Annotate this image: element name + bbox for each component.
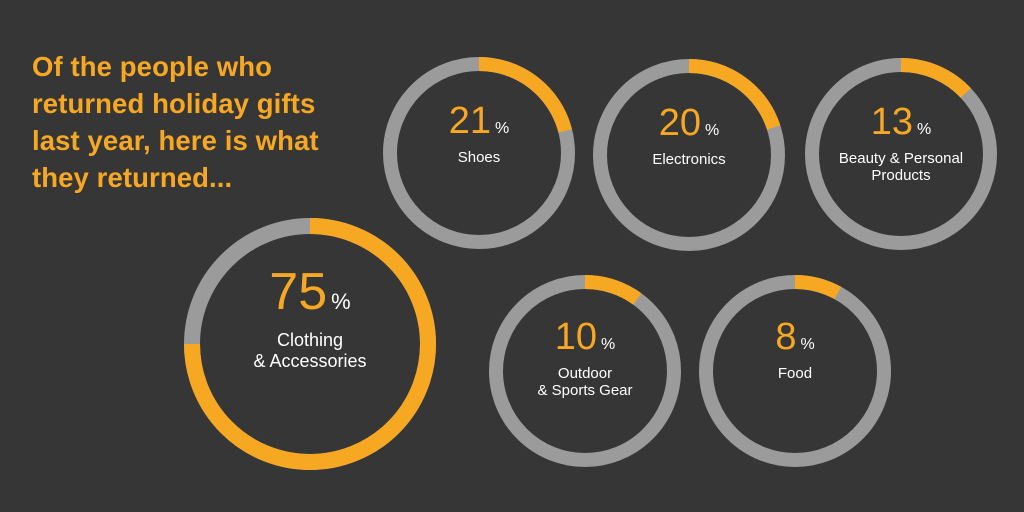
category-label: Electronics [652,151,726,168]
headline: Of the people who returned holiday gifts… [32,48,372,196]
headline-line: last year, here is what [32,125,319,156]
donut-label: 10% Outdoor & Sports Gear [537,316,633,400]
donut-label: 75% Clothing & Accessories [253,265,366,371]
percent-sign: % [800,336,815,354]
category-label: Products [871,167,931,185]
donut-value-arc [184,218,436,470]
category-label: Beauty & Personal [838,150,964,167]
category-label: Food [777,365,813,382]
category-label: & Sports Gear [537,382,633,400]
percent-value: 20 [658,102,702,145]
category-label: Clothing [276,329,344,350]
category-label: & Accessories [253,350,367,371]
category-label: Outdoor [557,365,613,382]
percent-value: 21 [448,100,492,143]
donut-ring [489,275,681,467]
headline-line: Of the people who [32,51,273,82]
donut-label: 8% Food [775,316,815,382]
donut-ring [383,57,575,249]
donut-value-arc [688,59,781,130]
donut-label: 13% Beauty & Personal Products [838,101,964,185]
headline-line: returned holiday gifts [32,88,316,119]
percent-value: 13 [870,101,914,144]
percent-value: 8 [775,316,797,359]
percent-sign: % [331,289,351,315]
percent-label: 75% [253,265,366,330]
percent-label: 10% [537,316,632,365]
donut-label: 21% Shoes [448,100,510,166]
donut-label: 20% Electronics [652,102,726,168]
donut-value-arc [584,275,642,305]
percent-label: 21% [448,100,510,149]
percent-sign: % [917,121,932,139]
headline-line: they returned... [32,162,233,193]
percent-value: 75 [269,263,328,322]
percent-sign: % [601,336,616,354]
donut-ring [805,58,997,250]
percent-label: 13% [839,101,963,150]
percent-label: 8% [775,316,815,365]
percent-label: 20% [652,102,725,151]
donut-value-arc [900,58,971,99]
donut-value-arc [478,57,572,133]
donut-ring [593,59,785,251]
donut-ring [699,275,891,467]
category-label: Shoes [457,149,501,166]
donut-value-arc [794,275,842,300]
percent-value: 10 [554,316,598,359]
donut-ring [184,218,436,470]
percent-sign: % [705,122,720,140]
percent-sign: % [495,120,510,138]
